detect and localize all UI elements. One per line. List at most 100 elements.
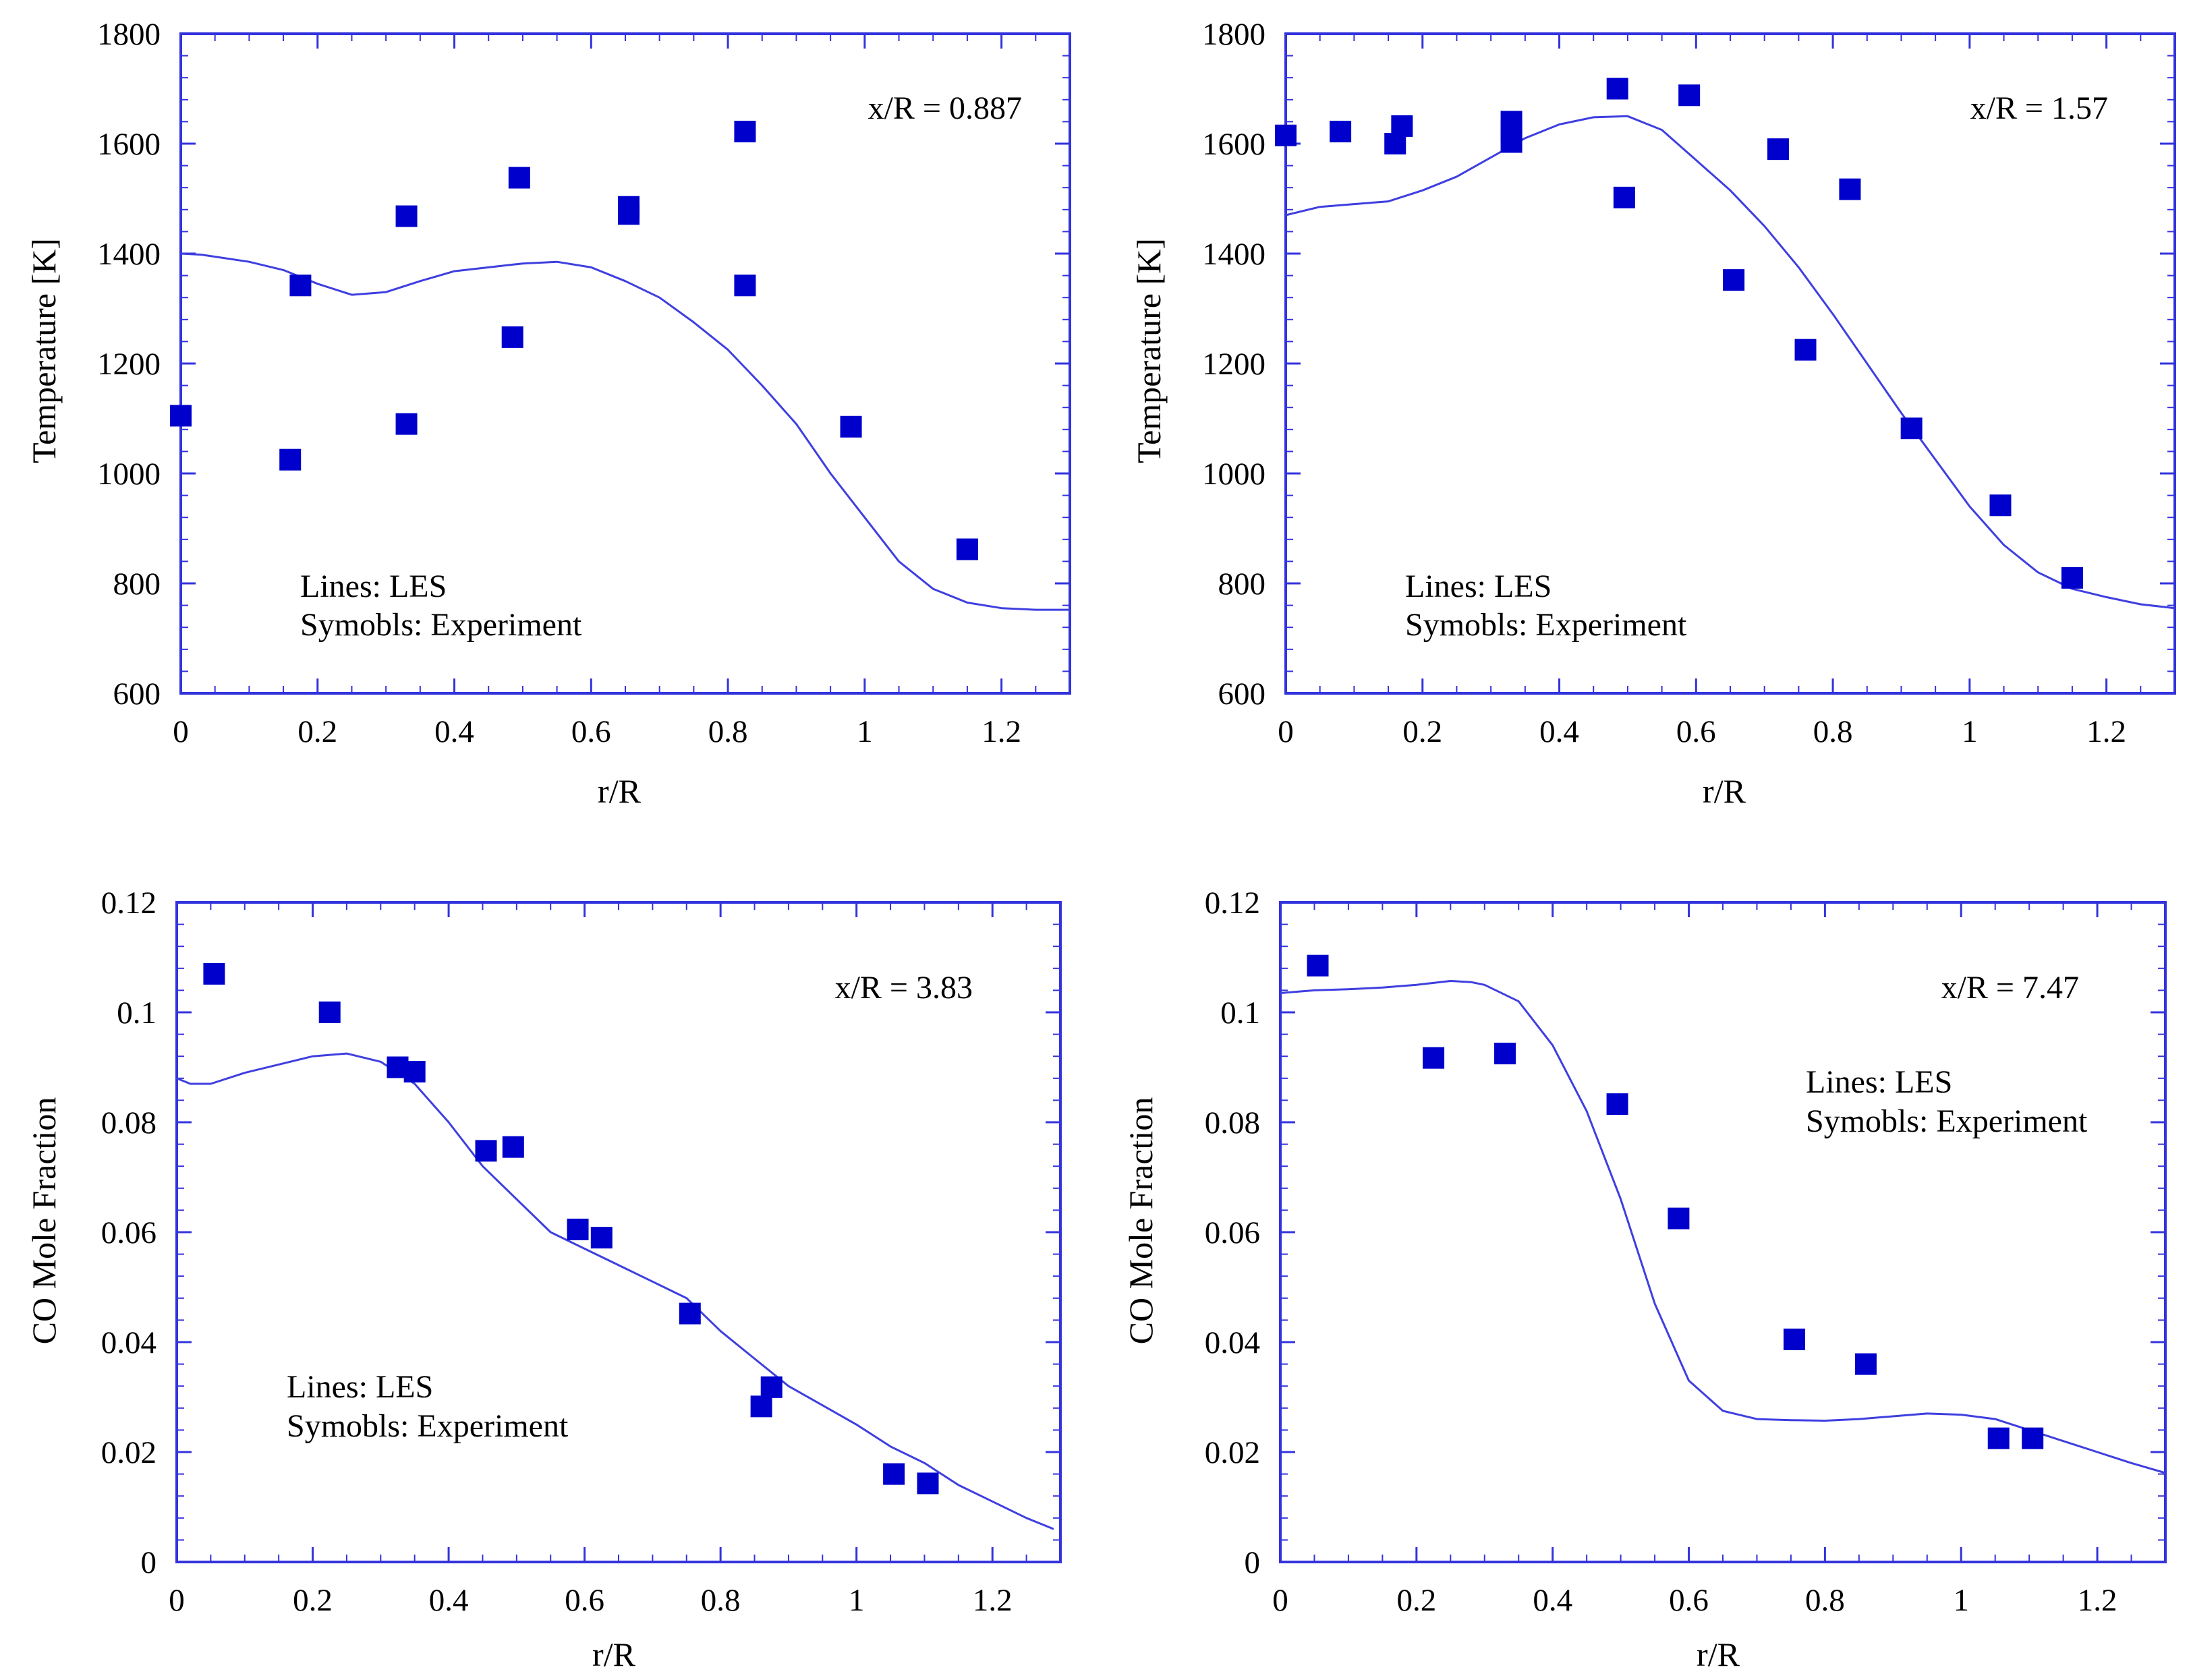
experiment-markers xyxy=(1275,78,2083,589)
experiment-point xyxy=(734,274,756,297)
y-tick-label: 600 xyxy=(113,676,161,712)
experiment-point xyxy=(1987,1427,2010,1449)
experiment-point xyxy=(956,538,978,560)
tick-marks xyxy=(1279,901,2165,1563)
y-tick-labels: 0 0.02 0.04 0.06 0.08 0.1 0.12 xyxy=(1205,886,1260,1580)
y-tick-label: 0.08 xyxy=(101,1105,156,1140)
experiment-point xyxy=(1854,1353,1877,1375)
tick-marks xyxy=(175,901,1060,1563)
tick-marks xyxy=(1284,32,2175,695)
experiment-point xyxy=(1606,78,1628,100)
legend-line-les: Lines: LES xyxy=(1405,569,1552,604)
experiment-point xyxy=(1606,1093,1628,1116)
x-tick-label: 1 xyxy=(849,1583,865,1618)
y-tick-label: 0.02 xyxy=(1205,1435,1260,1470)
x-tick-label: 0.2 xyxy=(297,714,337,749)
y-tick-labels: 600 800 1000 1200 1400 1600 1800 xyxy=(97,17,161,712)
experiment-point xyxy=(1783,1328,1805,1350)
y-tick-label: 0.12 xyxy=(1205,886,1260,921)
position-annotation: x/R = 1.57 xyxy=(1970,90,2108,126)
x-tick-label: 0.8 xyxy=(1813,714,1853,749)
experiment-point xyxy=(1275,124,1297,146)
chart-panel-temperature-x-0887: 600 800 1000 1200 1400 1600 1800 0 0.2 0.4 0.6 0.8… xyxy=(25,17,1071,810)
legend-line-experiment: Symobls: Experiment xyxy=(1405,607,1687,643)
experiment-point xyxy=(883,1463,905,1485)
experiment-point xyxy=(1767,138,1789,161)
experiment-markers xyxy=(203,962,939,1495)
experiment-point xyxy=(403,1061,426,1083)
experiment-point xyxy=(734,121,756,143)
x-tick-label: 0.8 xyxy=(1805,1583,1845,1618)
y-tick-label: 0 xyxy=(1245,1545,1261,1580)
y-tick-labels: 600 800 1000 1200 1400 1600 1800 xyxy=(1202,17,1265,712)
x-tick-label: 0.4 xyxy=(1533,1583,1572,1618)
experiment-point xyxy=(501,326,523,348)
legend-line-experiment: Symobls: Experiment xyxy=(1806,1103,2088,1139)
y-axis-title: Temperature [K] xyxy=(1130,238,1168,463)
y-tick-label: 0.06 xyxy=(1205,1215,1260,1250)
x-tick-label: 0.8 xyxy=(708,714,748,749)
experiment-point xyxy=(590,1227,613,1249)
y-tick-label: 0.1 xyxy=(117,995,156,1031)
y-axis-title: Temperature [K] xyxy=(25,238,63,463)
les-line xyxy=(1280,980,2166,1474)
experiment-point xyxy=(1900,417,1923,440)
experiment-point xyxy=(1500,131,1523,153)
y-tick-label: 800 xyxy=(113,567,161,602)
experiment-point xyxy=(279,448,302,471)
legend-line-les: Lines: LES xyxy=(300,569,447,604)
x-tick-label: 0.2 xyxy=(1396,1583,1436,1618)
y-tick-label: 0.02 xyxy=(101,1435,156,1470)
experiment-point xyxy=(1723,269,1745,291)
experiment-point xyxy=(1330,121,1352,143)
x-tick-labels: 0 0.2 0.4 0.6 0.8 1 1.2 xyxy=(169,1583,1012,1618)
x-tick-label: 1.2 xyxy=(2078,1583,2117,1618)
y-tick-label: 1000 xyxy=(97,457,161,492)
experiment-point xyxy=(1794,339,1817,361)
legend-line-experiment: Symobls: Experiment xyxy=(287,1408,569,1444)
x-tick-label: 0.4 xyxy=(429,1583,469,1618)
experiment-point xyxy=(289,274,312,297)
y-tick-labels: 0 0.02 0.04 0.06 0.08 0.1 0.12 xyxy=(101,886,156,1580)
y-tick-label: 0.04 xyxy=(101,1325,156,1360)
position-annotation: x/R = 3.83 xyxy=(835,970,973,1006)
x-tick-label: 0 xyxy=(169,1583,185,1618)
legend-line-les: Lines: LES xyxy=(287,1369,433,1405)
x-tick-label: 0.6 xyxy=(571,714,611,749)
y-tick-label: 1200 xyxy=(97,347,161,382)
experiment-point xyxy=(475,1140,497,1162)
position-annotation: x/R = 7.47 xyxy=(1941,970,2079,1006)
experiment-point xyxy=(840,415,862,438)
experiment-point xyxy=(917,1472,939,1495)
x-tick-labels: 0 0.2 0.4 0.6 0.8 1 1.2 xyxy=(173,714,1021,749)
y-tick-label: 0 xyxy=(141,1545,157,1580)
y-tick-label: 0.1 xyxy=(1220,995,1260,1031)
experiment-point xyxy=(508,167,530,189)
x-tick-label: 0 xyxy=(173,714,189,749)
x-tick-label: 0.2 xyxy=(1402,714,1442,749)
experiment-point xyxy=(1494,1043,1516,1065)
x-axis-title: r/R xyxy=(1697,1635,1740,1673)
x-tick-labels: 0 0.2 0.4 0.6 0.8 1 1.2 xyxy=(1278,714,2126,749)
experiment-point xyxy=(1307,954,1329,977)
y-tick-label: 1800 xyxy=(1202,17,1265,52)
legend-line-experiment: Symobls: Experiment xyxy=(300,607,582,643)
chart-panel-co-x-383: 0 0.02 0.04 0.06 0.08 0.1 0.12 0 0.2 0.4 0.6 0.8 1 1… xyxy=(25,886,1062,1673)
experiment-point xyxy=(1839,178,1861,200)
experiment-point xyxy=(750,1395,772,1418)
x-tick-label: 1 xyxy=(1953,1583,1969,1618)
experiment-markers xyxy=(170,121,978,560)
experiment-point xyxy=(395,413,418,435)
les-line xyxy=(180,252,1070,611)
x-tick-label: 1.2 xyxy=(981,714,1021,749)
y-tick-label: 1400 xyxy=(97,237,161,272)
experiment-point xyxy=(760,1376,782,1398)
experiment-point xyxy=(1668,1207,1690,1229)
experiment-point xyxy=(2061,567,2083,589)
y-tick-label: 1000 xyxy=(1202,457,1265,492)
experiment-point xyxy=(618,196,640,218)
x-tick-label: 0.6 xyxy=(565,1583,604,1618)
x-tick-label: 0.2 xyxy=(293,1583,333,1618)
